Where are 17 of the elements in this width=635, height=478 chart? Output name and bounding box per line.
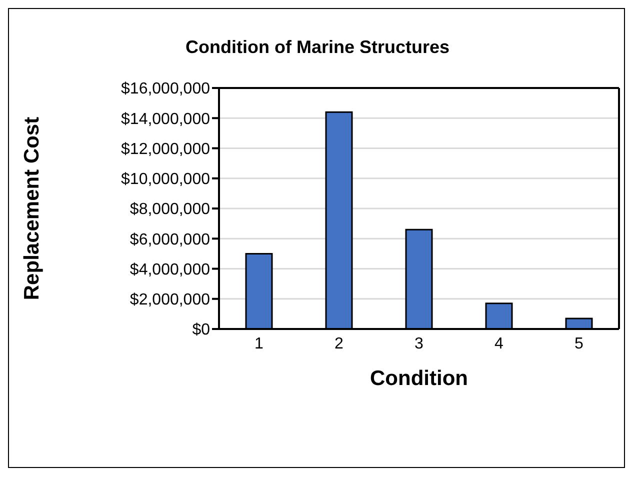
y-axis-title: Replacement Cost	[20, 116, 44, 300]
x-tick-label: 3	[414, 335, 424, 352]
y-tick-label: $8,000,000	[130, 201, 210, 218]
y-tick-label: $6,000,000	[130, 231, 210, 248]
y-tick-label: $16,000,000	[121, 80, 210, 98]
x-tick-label: 2	[334, 335, 344, 352]
x-tick-label: 5	[574, 335, 584, 352]
y-tick-label: $14,000,000	[121, 110, 210, 128]
x-axis-title: Condition	[370, 367, 468, 390]
y-tick-label: $4,000,000	[130, 261, 210, 278]
y-tick-label: $12,000,000	[121, 140, 210, 158]
x-tick-label: 1	[254, 335, 264, 352]
chart-title: Condition of Marine Structures	[184, 37, 450, 58]
y-tick-label: $0	[192, 322, 210, 339]
y-tick-label: $10,000,000	[121, 171, 210, 188]
y-tick-label: $2,000,000	[130, 292, 210, 309]
x-tick-label: 4	[494, 335, 504, 352]
